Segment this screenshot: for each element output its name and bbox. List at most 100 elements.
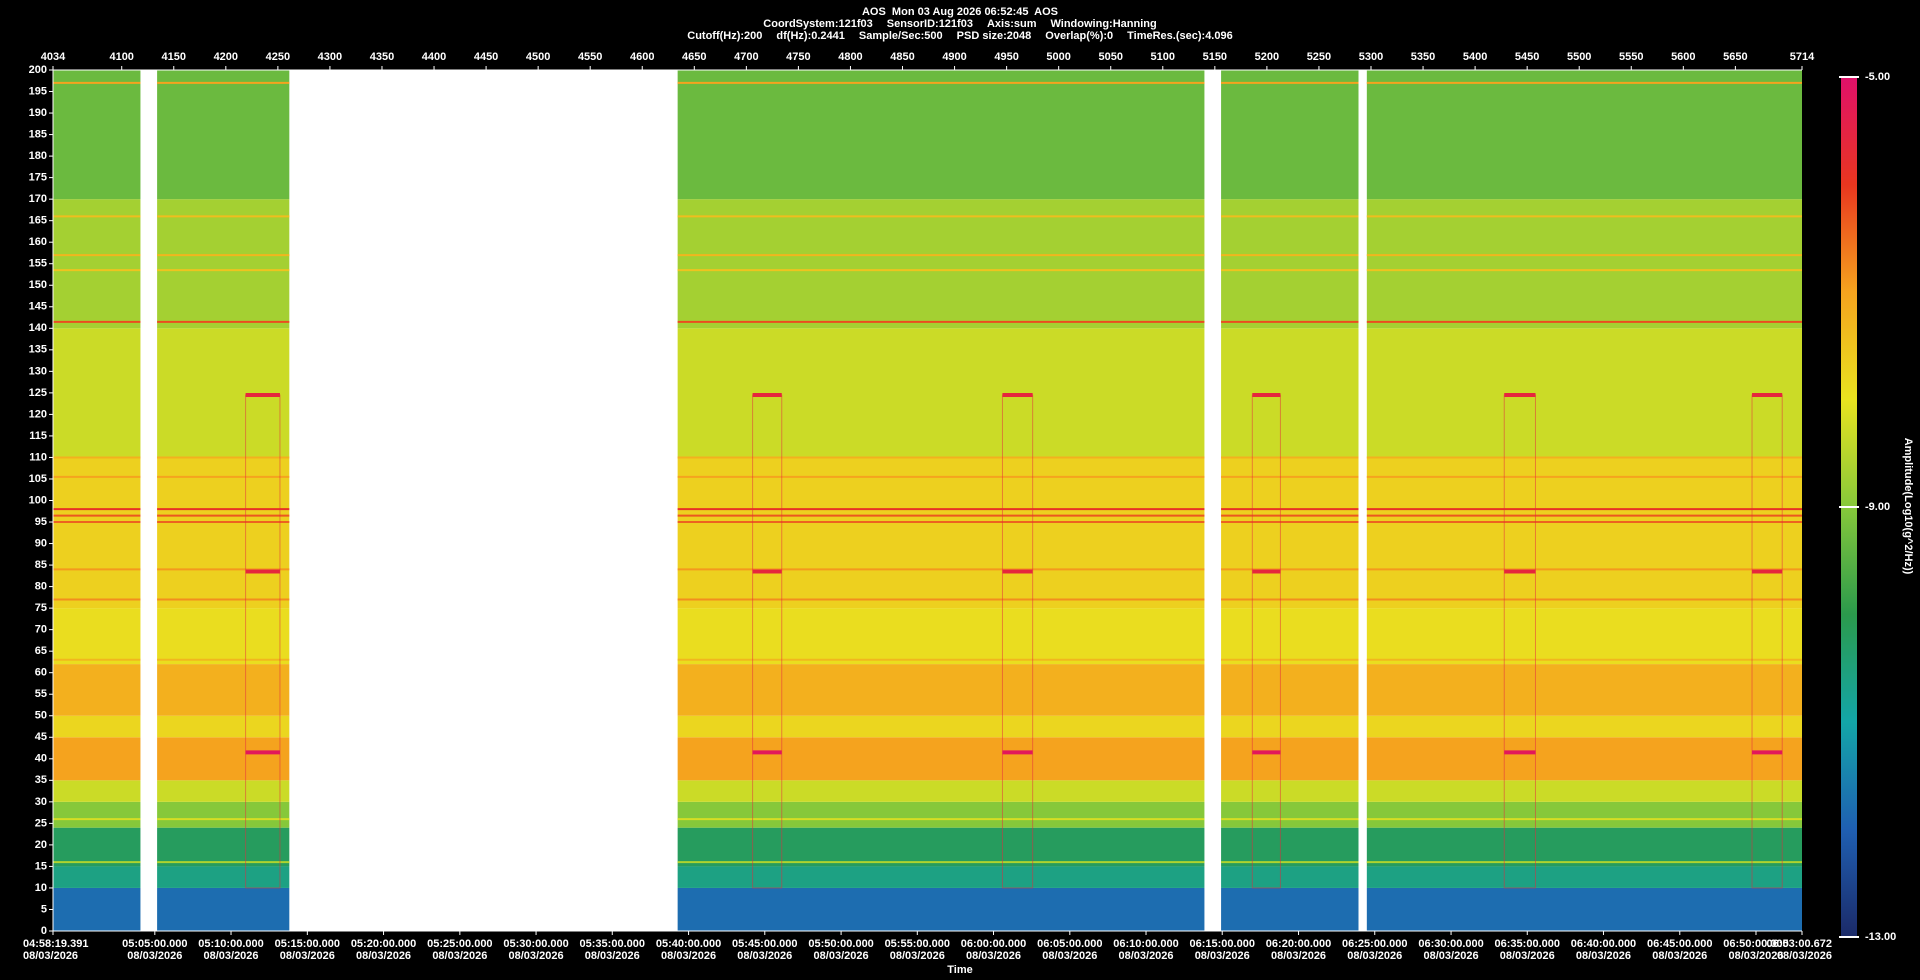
time-tick-label: 05:45:00.000	[732, 938, 797, 950]
colorbar-tick-label: -5.00	[1865, 71, 1890, 83]
spectrum-band	[1221, 457, 1359, 609]
y-tick-label: 150	[29, 279, 47, 291]
time-tick-date: 08/03/2026	[1424, 950, 1479, 962]
spectrum-band	[157, 827, 290, 867]
time-tick-label: 06:30:00.000	[1418, 938, 1483, 950]
x-tick-label: 4900	[942, 51, 966, 63]
spectrum-band	[1366, 199, 1802, 329]
spectrum-band	[53, 608, 141, 665]
info-line: Cutoff(Hz):200 df(Hz):0.2441 Sample/Sec:50…	[687, 30, 1232, 42]
spectrum-band	[157, 608, 290, 665]
time-tick-date: 08/03/2026	[1347, 950, 1402, 962]
spectrum-band	[1221, 801, 1359, 828]
time-tick-label: 04:58:19.391	[23, 938, 88, 950]
chart-title: AOS Mon 03 Aug 2026 06:52:45 AOS	[862, 6, 1058, 18]
x-tick-label: 5650	[1723, 51, 1747, 63]
spectrum-band	[1366, 780, 1802, 802]
y-tick-label: 125	[29, 387, 47, 399]
x-tick-label: 5600	[1671, 51, 1695, 63]
x-tick-label: 5250	[1307, 51, 1331, 63]
y-tick-label: 185	[29, 128, 47, 140]
y-tick-label: 0	[41, 925, 47, 937]
y-tick-label: 130	[29, 365, 47, 377]
x-tick-label: 4950	[994, 51, 1018, 63]
info-item: CoordSystem:121f03	[763, 18, 872, 30]
spectrum-band	[53, 664, 141, 716]
time-tick-date: 08/03/2026	[814, 950, 869, 962]
info-item: SensorID:121f03	[887, 18, 973, 30]
y-tick-label: 115	[29, 430, 47, 442]
y-tick-label: 90	[35, 537, 47, 549]
info-item: df(Hz):0.2441	[776, 30, 844, 42]
x-tick-label: 4350	[370, 51, 394, 63]
info-item: TimeRes.(sec):4.096	[1127, 30, 1233, 42]
time-tick-date: 08/03/2026	[737, 950, 792, 962]
time-tick-label: 05:15:00.000	[275, 938, 340, 950]
time-tick-date: 08/03/2026	[1042, 950, 1097, 962]
x-tick-label: 5400	[1463, 51, 1487, 63]
time-tick-date: 08/03/2026	[585, 950, 640, 962]
x-tick-label: 4034	[41, 51, 66, 63]
spectrum-band	[1366, 866, 1802, 888]
y-tick-label: 55	[35, 688, 47, 700]
time-tick-label: 05:05:00.000	[122, 938, 187, 950]
spectrum-band	[1221, 328, 1359, 458]
info-item: Axis:sum	[987, 18, 1037, 30]
spectrum-band	[1366, 328, 1802, 458]
spectrum-band	[677, 457, 1205, 609]
spectrum-band	[1221, 737, 1359, 781]
colorbar-label: Amplitude(Log10(g^2/Hz))	[1902, 438, 1914, 575]
x-tick-label: 4550	[578, 51, 602, 63]
time-tick-date: 08/03/2026	[966, 950, 1021, 962]
spectrum-band	[1221, 887, 1359, 931]
info-item: Cutoff(Hz):200	[687, 30, 762, 42]
spectrum-band	[1366, 737, 1802, 781]
time-tick-label: 06:45:00.000	[1647, 938, 1712, 950]
x-tick-label: 4700	[734, 51, 758, 63]
spectrum-band	[1366, 887, 1802, 931]
x-tick-label: 5050	[1098, 51, 1122, 63]
y-tick-label: 20	[35, 839, 47, 851]
spectrum-band	[53, 199, 141, 329]
spectrum-band	[53, 887, 141, 931]
spectrum-band	[1221, 608, 1359, 665]
y-tick-label: 195	[29, 85, 47, 97]
x-tick-label: 4450	[474, 51, 498, 63]
spectrum-band	[53, 70, 141, 200]
spectrum-band	[1221, 827, 1359, 867]
spectrum-band	[53, 827, 141, 867]
x-tick-label: 5714	[1790, 51, 1815, 63]
x-tick-label: 5100	[1151, 51, 1175, 63]
spectrum-band	[1366, 801, 1802, 828]
time-tick-date: 08/03/2026	[661, 950, 716, 962]
spectrum-band	[1366, 608, 1802, 665]
time-tick-label: 05:30:00.000	[503, 938, 568, 950]
time-tick-label: 06:05:00.000	[1037, 938, 1102, 950]
spectrum-band	[677, 887, 1205, 931]
x-tick-label: 4100	[109, 51, 133, 63]
y-tick-label: 200	[29, 64, 47, 76]
time-tick-label: 05:55:00.000	[885, 938, 950, 950]
time-tick-date: 08/03/2026	[1500, 950, 1555, 962]
info-item: Overlap(%):0	[1045, 30, 1113, 42]
x-tick-label: 4500	[526, 51, 550, 63]
time-tick-label: 06:20:00.000	[1266, 938, 1331, 950]
spectrum-band	[1366, 70, 1802, 200]
x-tick-label: 4850	[890, 51, 914, 63]
spectrum-band	[157, 887, 290, 931]
y-tick-label: 5	[41, 903, 47, 915]
spectrum-band	[1366, 457, 1802, 609]
x-tick-label: 4200	[214, 51, 238, 63]
y-tick-label: 140	[29, 322, 47, 334]
time-tick-date: 08/03/2026	[203, 950, 258, 962]
x-tick-label: 5300	[1359, 51, 1383, 63]
y-tick-label: 40	[35, 753, 47, 765]
spectrum-band	[53, 866, 141, 888]
time-tick-date: 08/03/2026	[1576, 950, 1631, 962]
y-tick-label: 95	[35, 516, 47, 528]
time-tick-label: 06:35:00.000	[1495, 938, 1560, 950]
spectrum-band	[157, 780, 290, 802]
time-tick-date: 08/03/2026	[890, 950, 945, 962]
spectrum-band	[53, 715, 141, 738]
spectrum-band	[677, 70, 1205, 200]
